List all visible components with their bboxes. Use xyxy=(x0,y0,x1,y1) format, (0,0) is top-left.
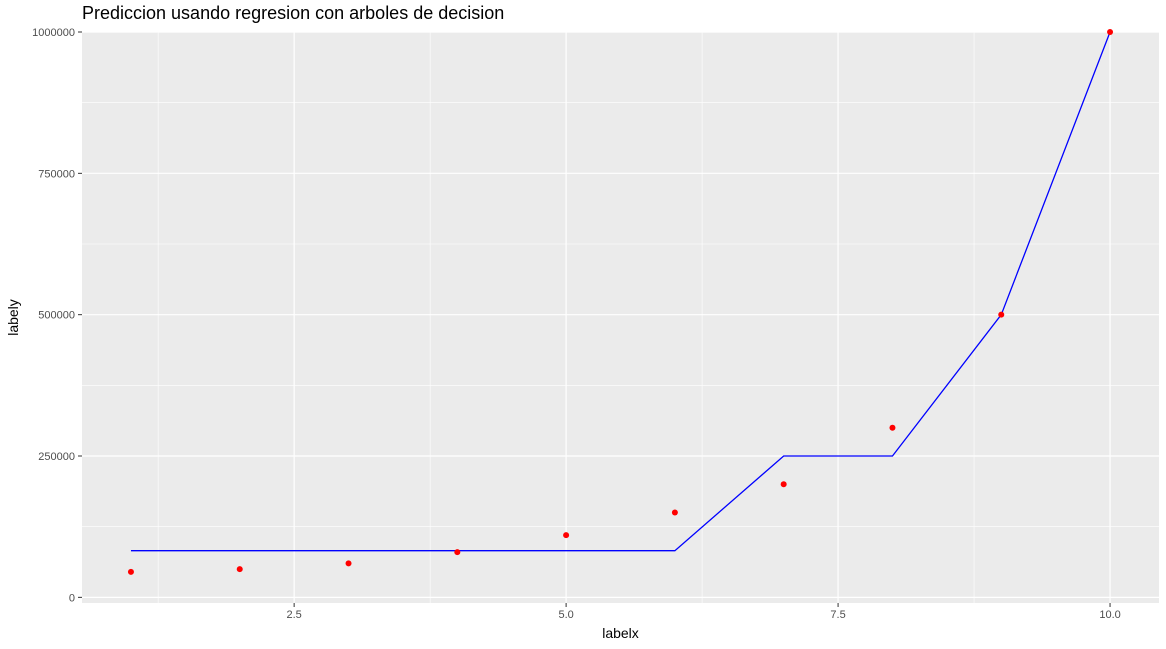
prediction-line xyxy=(130,31,1111,552)
x-axis-title: labelx xyxy=(602,625,639,641)
data-point xyxy=(889,424,896,431)
y-tick-label: 0 xyxy=(69,592,75,604)
data-point xyxy=(998,311,1005,318)
x-tick-label: 2.5 xyxy=(286,609,301,621)
data-point xyxy=(780,481,787,488)
y-tick-label: 500000 xyxy=(38,310,75,322)
data-point xyxy=(454,549,461,556)
y-tick-label: 750000 xyxy=(38,168,75,180)
data-point xyxy=(1107,29,1114,35)
y-tick-label: 1000000 xyxy=(32,27,75,39)
chart-title: Prediccion usando regresion con arboles … xyxy=(82,3,505,23)
plot-panel xyxy=(82,32,1159,603)
x-tick-label: 7.5 xyxy=(830,609,845,621)
data-point xyxy=(563,532,570,539)
data-point xyxy=(127,568,134,575)
y-axis-title: labely xyxy=(5,299,21,336)
data-point xyxy=(236,566,243,573)
data-point xyxy=(671,509,678,516)
x-tick-label: 10.0 xyxy=(1099,609,1120,621)
y-tick-label: 250000 xyxy=(38,451,75,463)
x-tick-label: 5.0 xyxy=(558,609,573,621)
data-point xyxy=(345,560,352,567)
